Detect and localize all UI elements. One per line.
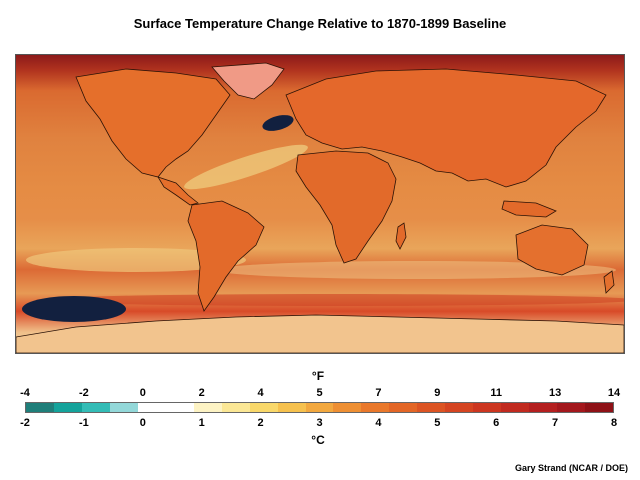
color-scale-segment bbox=[137, 403, 166, 412]
fahrenheit-tick-label: 7 bbox=[375, 387, 382, 399]
color-scale-segment bbox=[109, 403, 138, 412]
fahrenheit-tick-label: 11 bbox=[490, 387, 502, 399]
central-america bbox=[157, 176, 199, 206]
color-scale-segment bbox=[473, 403, 502, 412]
celsius-tick-label: -2 bbox=[20, 417, 30, 429]
antarctica bbox=[16, 314, 624, 353]
celsius-tick-label: 0 bbox=[139, 417, 146, 429]
color-scale-segment bbox=[53, 403, 82, 412]
celsius-tick-label: 5 bbox=[434, 417, 441, 429]
fahrenheit-tick-label: 5 bbox=[316, 387, 323, 399]
color-scale-segment bbox=[585, 403, 614, 412]
australia bbox=[515, 224, 589, 276]
greenland bbox=[211, 62, 285, 100]
fahrenheit-tick-label: 0 bbox=[139, 387, 146, 399]
fahrenheit-tick-label: 14 bbox=[607, 387, 621, 399]
color-scale-segment bbox=[305, 403, 334, 412]
celsius-tick-label: -1 bbox=[79, 417, 89, 429]
color-scale-segment bbox=[26, 403, 54, 412]
color-scale-segment bbox=[445, 403, 474, 412]
south-pacific-cold-spot bbox=[22, 296, 126, 322]
color-scale-segment bbox=[221, 403, 250, 412]
new-zealand bbox=[603, 270, 615, 294]
color-scale-segment bbox=[529, 403, 558, 412]
color-scale-segment bbox=[557, 403, 586, 412]
celsius-tick-label: 2 bbox=[257, 417, 264, 429]
color-scale-segment bbox=[165, 403, 194, 412]
southern-ocean-cool-band bbox=[216, 261, 616, 279]
madagascar bbox=[395, 222, 407, 250]
eurasia bbox=[285, 68, 607, 188]
credit-text: Gary Strand (NCAR / DOE) bbox=[514, 463, 628, 473]
fahrenheit-tick-label: 4 bbox=[257, 387, 264, 399]
color-scale-segment bbox=[389, 403, 418, 412]
celsius-tick-label: 8 bbox=[610, 417, 618, 429]
celsius-tick-label: 1 bbox=[198, 417, 205, 429]
celsius-tick-label: 6 bbox=[493, 417, 500, 429]
fahrenheit-tick-label: 9 bbox=[434, 387, 441, 399]
celsius-tick-label: 4 bbox=[375, 417, 382, 429]
color-scale-segment bbox=[333, 403, 362, 412]
south-pacific-cool-band bbox=[26, 248, 246, 272]
north-america bbox=[75, 68, 231, 178]
temperature-map bbox=[15, 54, 625, 354]
chart-title: Surface Temperature Change Relative to 1… bbox=[133, 16, 507, 31]
color-scale-segment bbox=[501, 403, 530, 412]
north-atlantic-cool-band bbox=[184, 144, 308, 190]
world-map-svg bbox=[16, 55, 624, 353]
southern-ocean-warm-band bbox=[36, 294, 624, 306]
color-scale-segment bbox=[249, 403, 278, 412]
africa bbox=[295, 150, 397, 264]
color-scale-bar bbox=[25, 402, 614, 413]
fahrenheit-tick-label: -4 bbox=[20, 387, 30, 399]
fahrenheit-unit-label: °F bbox=[311, 369, 325, 383]
celsius-tick-label: 7 bbox=[552, 417, 559, 429]
fahrenheit-tick-label: 13 bbox=[548, 387, 562, 399]
celsius-unit-label: °C bbox=[311, 433, 325, 447]
color-scale-segment bbox=[361, 403, 390, 412]
color-scale-segment bbox=[193, 403, 222, 412]
celsius-tick-label: 3 bbox=[316, 417, 323, 429]
north-atlantic-cold-spot bbox=[262, 115, 294, 131]
south-america bbox=[187, 200, 265, 312]
indonesia bbox=[501, 200, 557, 218]
fahrenheit-tick-label: -2 bbox=[79, 387, 89, 399]
color-scale-segment bbox=[277, 403, 306, 412]
color-scale-segment bbox=[81, 403, 110, 412]
color-scale-segment bbox=[417, 403, 446, 412]
fahrenheit-tick-label: 2 bbox=[198, 387, 205, 399]
